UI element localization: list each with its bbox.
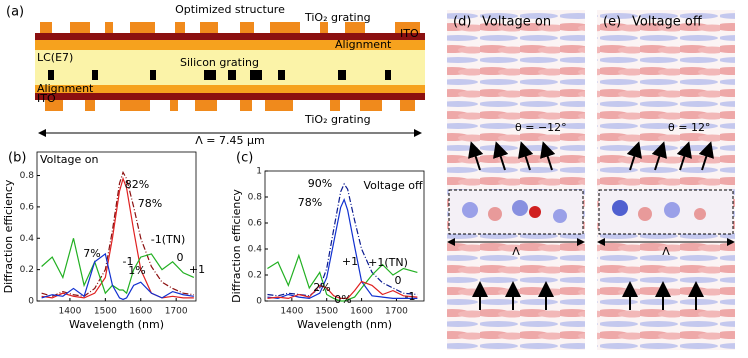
field-e [597, 10, 735, 350]
series-line [41, 170, 194, 297]
y-axis-label: Diffraction efficiency [230, 189, 243, 303]
x-axis-label: Wavelength (nm) [297, 318, 392, 331]
y-tick-label: 0.4 [248, 245, 263, 255]
series-line [267, 280, 418, 300]
annotation: 7% [83, 247, 100, 260]
y-tick-label: 0.8 [20, 171, 35, 181]
plot-area [36, 151, 197, 302]
panel-label: (b) [8, 151, 26, 166]
panel-label: (c) [236, 151, 253, 166]
annotation: 1% [128, 264, 145, 277]
period-label: Λ = 7.45 μm [195, 134, 264, 147]
x-tick-label: 1500 [315, 307, 338, 317]
layer-label: Alignment [37, 82, 94, 95]
annotation: 82% [125, 178, 149, 191]
series-line [267, 197, 418, 300]
angle-label: θ = 12° [668, 121, 710, 134]
layer-label: Alignment [335, 38, 392, 51]
layer-label: Silicon grating [180, 56, 259, 69]
layer-label: ITO [400, 27, 419, 40]
series-line [41, 176, 194, 299]
y-tick-label: 0.8 [248, 193, 263, 203]
y-tick-label: 0 [28, 297, 34, 307]
annotation: +1(TN) [368, 256, 408, 269]
series-line [267, 253, 418, 302]
annotation: 78% [138, 197, 162, 210]
period-label: Λ [662, 245, 670, 258]
x-tick-label: 1600 [129, 307, 152, 317]
annotation: 0% [334, 293, 351, 306]
annotation: 0 [177, 251, 184, 264]
layer-label: TiO₂ grating [304, 11, 371, 24]
y-tick-label: 0.6 [248, 219, 263, 229]
annotation: 90% [308, 177, 332, 190]
layer-label: TiO₂ grating [304, 113, 371, 126]
period-label: Λ [512, 245, 520, 258]
layer-label: LC(E7) [37, 51, 73, 64]
x-tick-label: 1700 [385, 307, 408, 317]
panel-label: (d) [453, 15, 471, 30]
panel-label: (a) [6, 5, 24, 20]
y-tick-label: 0 [256, 297, 262, 307]
annotation: Voltage off [363, 179, 422, 192]
annotation: +1 [189, 263, 205, 276]
y-tick-label: 0.2 [20, 265, 34, 275]
y-tick-label: 0.4 [20, 234, 35, 244]
y-tick-label: 0.2 [248, 271, 262, 281]
annotation: -1 [405, 290, 416, 303]
panel-label: (e) [603, 15, 621, 30]
x-tick-label: 1400 [58, 307, 81, 317]
annotation: -1 [123, 255, 134, 268]
structure-title: Optimized structure [175, 3, 285, 16]
annotation: Voltage on [40, 153, 98, 166]
series-line [41, 252, 194, 301]
field-d [447, 10, 585, 350]
structure [35, 22, 425, 137]
y-axis-label: Diffraction efficiency [2, 179, 15, 293]
annotation: +1 [342, 255, 358, 268]
annotation: 78% [298, 196, 322, 209]
annotation: -1(TN) [151, 233, 186, 246]
y-tick-label: 0.6 [20, 202, 35, 212]
x-tick-label: 1400 [280, 307, 303, 317]
x-tick-label: 1500 [94, 307, 117, 317]
annotation: 2% [313, 281, 330, 294]
field-title: Voltage on [482, 15, 551, 30]
y-tick-label: 1 [256, 167, 262, 177]
field-title: Voltage off [632, 15, 703, 30]
annotation: 0 [395, 274, 402, 287]
series-line [267, 182, 418, 297]
layer-label: ITO [37, 92, 56, 105]
x-axis-label: Wavelength (nm) [69, 318, 164, 331]
series-line [41, 238, 195, 295]
x-tick-label: 1600 [350, 307, 373, 317]
x-tick-label: 1700 [165, 307, 188, 317]
angle-label: θ = −12° [515, 121, 567, 134]
